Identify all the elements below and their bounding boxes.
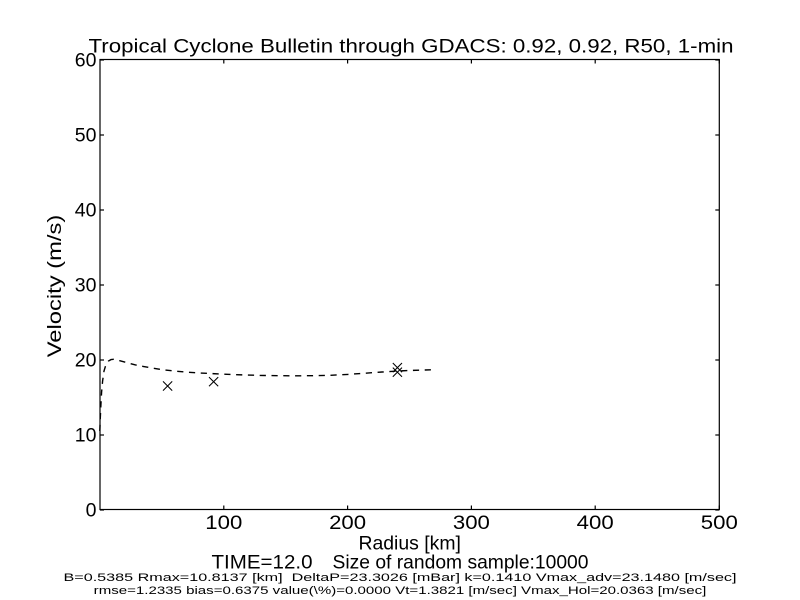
svg-text:500: 500 [701,512,738,534]
svg-text:Velocity (m/s): Velocity (m/s) [44,215,66,358]
svg-text:Tropical Cyclone Bulletin thro: Tropical Cyclone Bulletin through GDACS:… [89,36,734,58]
svg-text:0: 0 [86,500,97,522]
svg-text:300: 300 [453,512,490,534]
svg-text:400: 400 [577,512,614,534]
svg-text:rmse=1.2335 bias=0.6375 value(: rmse=1.2335 bias=0.6375 value(\%)=0.0000… [94,585,707,597]
svg-text:30: 30 [75,275,97,297]
svg-text:50: 50 [75,125,97,147]
svg-text:60: 60 [75,50,97,72]
svg-text:10: 10 [75,425,97,447]
svg-text:TIME=12.0: TIME=12.0 [212,551,313,573]
svg-text:Radius [km]: Radius [km] [358,533,461,555]
svg-text:20: 20 [75,350,97,372]
svg-text:200: 200 [329,512,366,534]
svg-text:40: 40 [75,200,97,222]
svg-text:Size of random sample:10000: Size of random sample:10000 [333,551,589,573]
svg-text:100: 100 [205,512,242,534]
svg-text:B=0.5385 Rmax=10.8137 [km] De: B=0.5385 Rmax=10.8137 [km] DeltaP=23.302… [64,572,737,584]
